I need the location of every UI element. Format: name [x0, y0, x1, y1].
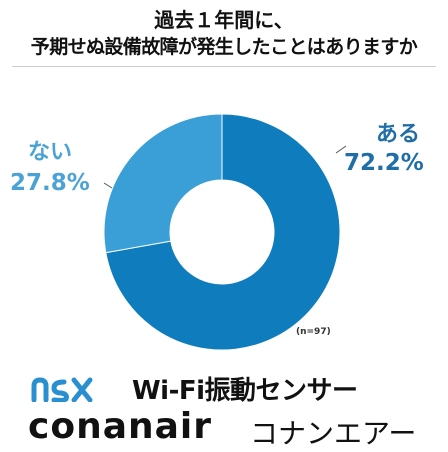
slice-label-nai: ない — [28, 140, 73, 165]
product-name: Wi-Fi振動センサー — [132, 376, 358, 406]
conanair-logo-icon — [31, 377, 93, 402]
donut-slice-nai — [103, 113, 223, 254]
slice-value-nai: 27.8% — [10, 170, 90, 196]
brand-kana: コナンエアー — [250, 417, 417, 450]
title-divider — [12, 66, 436, 67]
brand-name: conanair — [28, 406, 213, 447]
chart-title-line2: 予期せぬ設備故障が発生したことはありますか — [30, 36, 418, 58]
donut-slice-ari — [105, 113, 341, 351]
leader-line-ari — [335, 145, 347, 154]
leader-line-nai — [103, 182, 113, 189]
sample-size-note: (n=97) — [296, 327, 331, 337]
slice-value-ari: 72.2% — [344, 150, 424, 176]
slice-label-ari: ある — [376, 122, 421, 147]
chart-title-line1: 過去１年間に、 — [154, 8, 294, 32]
